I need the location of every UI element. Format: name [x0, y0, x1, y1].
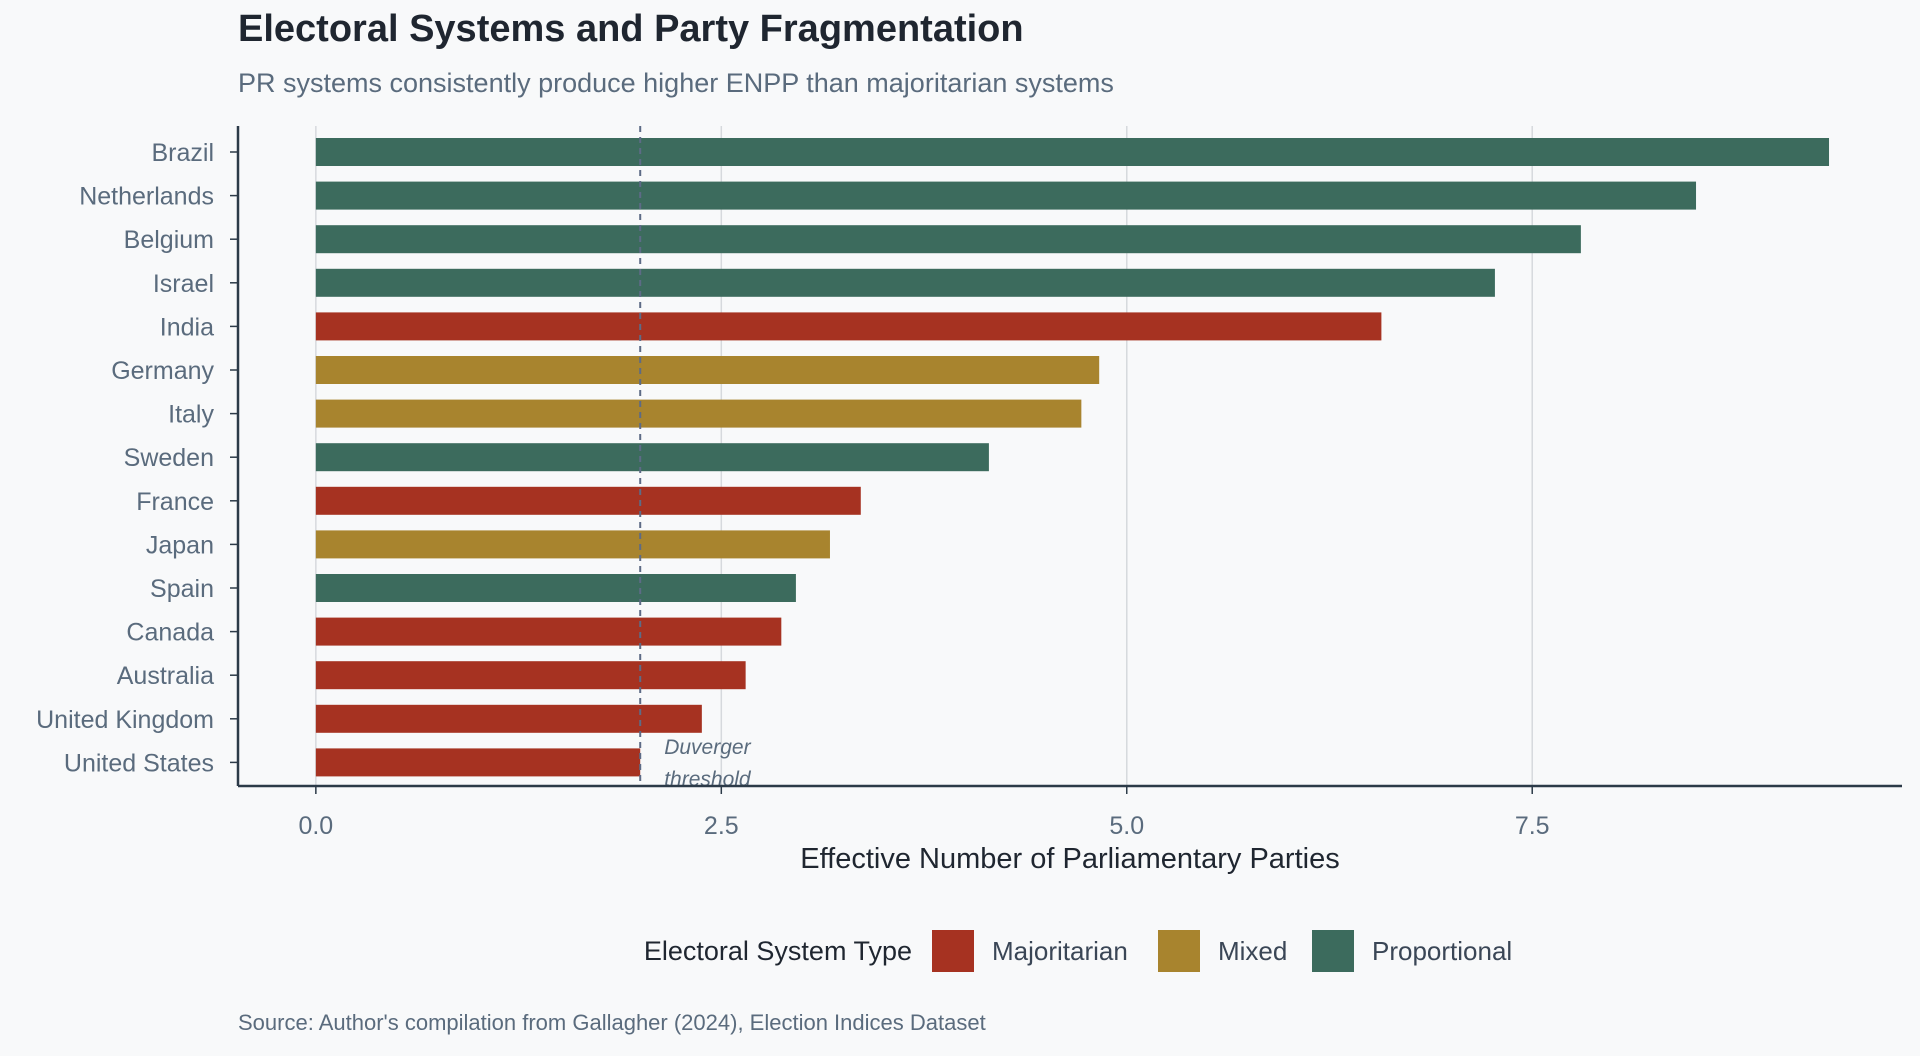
- bar-germany: [315, 356, 1100, 384]
- category-label-united-states: United States: [64, 749, 214, 777]
- chart-title: Electoral Systems and Party Fragmentatio…: [238, 8, 1024, 50]
- legend-swatch-majoritarian: [932, 930, 974, 972]
- category-label-united-kingdom: United Kingdom: [36, 706, 214, 734]
- category-label-canada: Canada: [126, 619, 214, 647]
- category-label-germany: Germany: [111, 357, 214, 385]
- bar-france: [315, 486, 861, 515]
- bar-india: [315, 312, 1382, 341]
- category-label-france: France: [136, 488, 214, 516]
- bar-japan: [315, 530, 830, 559]
- legend-label-majoritarian: Majoritarian: [992, 936, 1128, 966]
- category-label-japan: Japan: [146, 531, 214, 559]
- source-note: Source: Author's compilation from Gallag…: [238, 1010, 986, 1035]
- bar-canada: [315, 617, 782, 646]
- category-label-sweden: Sweden: [124, 444, 214, 472]
- bar-united-states: [315, 748, 641, 777]
- x-tick-label-2: 5.0: [1109, 812, 1144, 840]
- category-label-israel: Israel: [153, 270, 214, 298]
- bar-spain: [315, 574, 796, 602]
- legend-label-mixed: Mixed: [1218, 936, 1287, 966]
- category-label-belgium: Belgium: [124, 226, 214, 254]
- bar-sweden: [315, 443, 989, 472]
- bar-israel: [315, 268, 1495, 297]
- category-label-india: India: [160, 313, 214, 341]
- category-label-australia: Australia: [117, 662, 214, 690]
- duverger-annotation-line-1: threshold: [664, 768, 752, 791]
- chart-subtitle: PR systems consistently produce higher E…: [238, 68, 1114, 98]
- bar-layer: [315, 138, 1830, 777]
- x-tick-label-0: 0.0: [298, 812, 333, 840]
- category-label-spain: Spain: [150, 575, 214, 603]
- axis-layer: Brazil Netherlands Belgium Israel India Germa…: [36, 126, 1902, 875]
- bar-netherlands: [315, 181, 1697, 210]
- x-axis-title: Effective Number of Parliamentary Partie…: [800, 843, 1339, 875]
- legend-swatch-proportional: [1312, 930, 1354, 972]
- legend-label-proportional: Proportional: [1372, 936, 1512, 966]
- x-tick-label-1: 2.5: [704, 812, 739, 840]
- bar-belgium: [315, 225, 1581, 254]
- legend-swatch-mixed: [1158, 930, 1200, 972]
- category-label-brazil: Brazil: [151, 139, 214, 167]
- legend: Electoral System Type Majoritarian Mixed Pr…: [644, 930, 1512, 972]
- category-label-italy: Italy: [168, 401, 214, 429]
- bar-united-kingdom: [315, 704, 702, 733]
- bar-brazil: [315, 138, 1830, 166]
- category-label-netherlands: Netherlands: [79, 183, 214, 211]
- duverger-annotation-line-0: Duverger: [664, 736, 751, 759]
- bar-italy: [315, 399, 1082, 428]
- x-tick-label-3: 7.5: [1515, 812, 1550, 840]
- legend-title: Electoral System Type: [644, 936, 912, 966]
- bar-australia: [315, 661, 746, 690]
